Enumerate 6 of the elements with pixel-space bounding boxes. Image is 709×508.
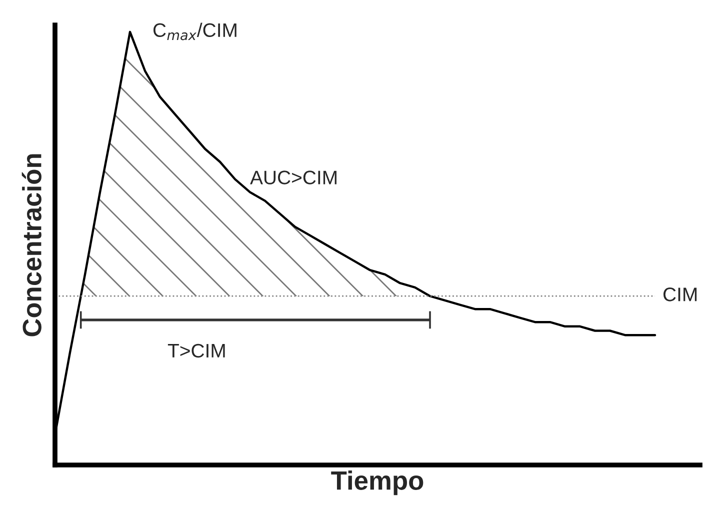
annotation: T>CIM bbox=[168, 344, 225, 358]
y-axis-title: Concentración bbox=[22, 154, 42, 336]
ref-line-label: CIM bbox=[663, 288, 697, 302]
annotation: AUC>CIM bbox=[250, 170, 336, 184]
x-axis-title: Tiempo bbox=[331, 470, 424, 496]
annotation: C$_{max}$/CIM bbox=[153, 22, 236, 40]
